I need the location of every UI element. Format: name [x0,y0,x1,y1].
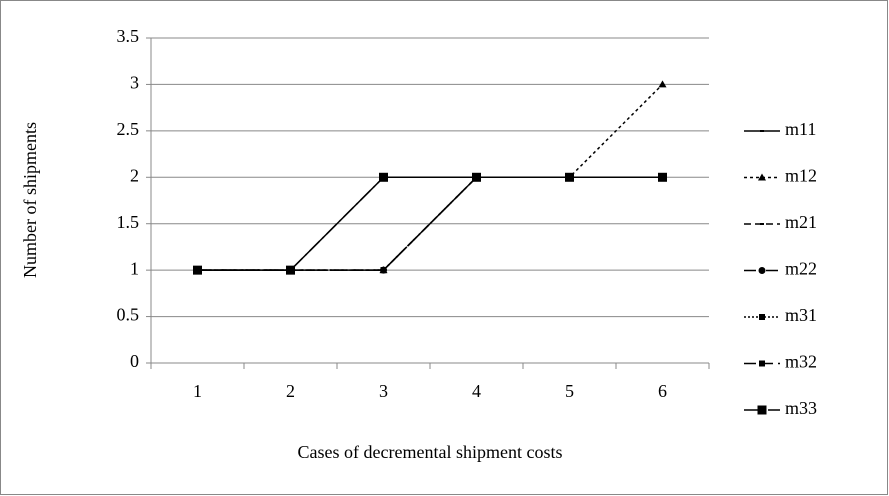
x-tick-label: 5 [565,381,574,401]
marker [379,172,388,182]
series-line [197,83,664,271]
marker [759,314,765,320]
marker [760,130,764,132]
legend-label: m11 [785,119,816,139]
y-tick-label: 3.5 [117,26,140,46]
x-tick-label: 1 [193,381,202,401]
y-tick-label: 2 [130,165,139,185]
marker [758,173,766,181]
legend-label: m32 [785,352,817,372]
marker [193,265,202,275]
x-tick-label: 4 [472,381,481,401]
x-tick-label: 2 [286,381,295,401]
marker [472,172,481,182]
legend-label: m12 [785,166,817,186]
y-tick-label: 2.5 [117,119,140,139]
marker [760,223,764,225]
legend-label: m21 [785,212,817,232]
marker [757,405,767,415]
marker [380,267,387,274]
y-tick-label: 1 [130,258,139,278]
marker [286,265,295,275]
y-tick-label: 1.5 [117,212,140,232]
y-tick-label: 0.5 [117,305,140,325]
x-axis-label: Cases of decremental shipment costs [298,442,563,462]
marker [759,360,765,367]
marker [658,172,667,182]
y-tick-label: 3 [130,73,139,93]
x-tick-label: 6 [658,381,667,401]
y-axis-label: Number of shipments [20,122,40,278]
marker [658,80,667,88]
marker [565,172,574,182]
legend-label: m22 [785,259,817,279]
legend-label: m31 [785,305,817,325]
legend-label: m33 [785,398,817,418]
x-tick-label: 3 [379,381,388,401]
series-line [197,176,663,271]
marker [758,267,766,274]
y-tick-label: 0 [130,351,139,371]
